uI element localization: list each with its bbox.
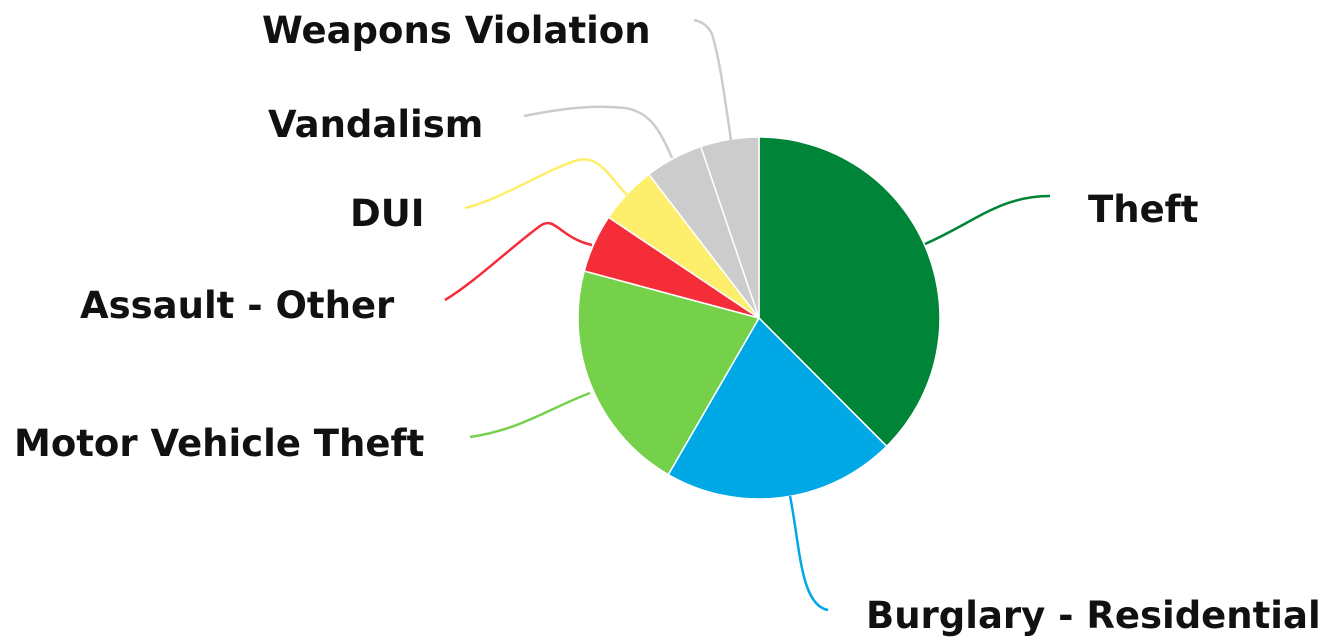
label-motor-vehicle-theft: Motor Vehicle Theft [14,422,424,465]
slice-labels: Theft Burglary - Residential Motor Vehicle… [14,9,1321,637]
connector-dui [464,158,629,210]
slice-theft[interactable] [758,136,941,448]
connector-vandalism [523,105,674,159]
connector-assault-other [444,221,593,302]
slice-burglary-residential[interactable] [667,316,888,500]
label-vandalism: Vandalism [268,103,483,146]
connector-motor-vehicle-theft [469,391,591,439]
label-theft: Theft [1088,188,1198,231]
label-burglary-residential: Burglary - Residential [866,594,1321,637]
label-connectors [444,18,1051,612]
pie-slices [577,136,941,500]
label-weapons-violation: Weapons Violation [262,9,651,52]
slice-weapons-violation[interactable] [699,136,760,319]
label-dui: DUI [350,192,425,235]
connector-burglary-residential [788,495,829,612]
slice-motor-vehicle-theft[interactable] [577,270,761,476]
label-assault-other: Assault - Other [80,284,395,327]
connector-theft [924,194,1051,246]
connector-weapons-violation [693,18,733,141]
